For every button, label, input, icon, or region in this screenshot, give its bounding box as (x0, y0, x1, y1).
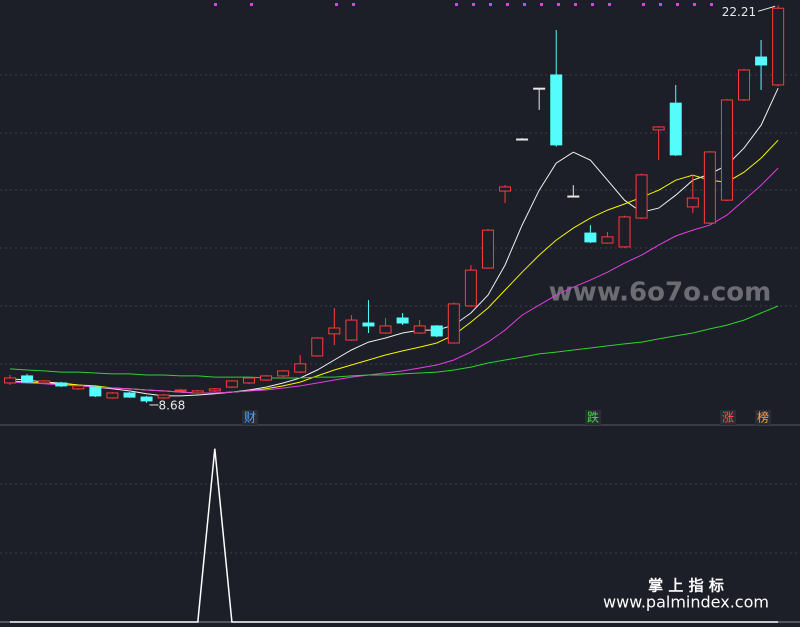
candle-body (652, 126, 665, 131)
high-label: 22.21 (722, 5, 756, 19)
candle-body (89, 386, 102, 397)
signal-label: 财 (244, 411, 256, 425)
moving-average-line (9, 87, 779, 397)
candle-body (311, 337, 324, 357)
candle-body (157, 394, 170, 399)
watermark-brand: 掌 上 指 标 (648, 577, 724, 595)
candle-body (499, 186, 512, 192)
candle-body (396, 317, 409, 324)
candle-body (294, 363, 307, 373)
candle-body (447, 303, 460, 344)
candle-body (413, 325, 426, 334)
candle-body (379, 325, 392, 334)
candle-body (345, 319, 358, 341)
candle-body (191, 390, 204, 394)
signal-label: 跌 (587, 410, 599, 425)
candle-body (362, 322, 375, 327)
signal-box (755, 410, 771, 425)
candle-body (635, 174, 648, 219)
candle-body (601, 236, 614, 244)
candle-body (550, 74, 563, 146)
candle-body (567, 195, 580, 198)
signal-label: 榜 (757, 410, 769, 425)
candle-body (225, 380, 238, 388)
candle-body (584, 232, 597, 243)
signal-label: 涨 (722, 410, 734, 425)
moving-average-line (9, 167, 779, 394)
candle-body (772, 7, 785, 86)
candle-body (208, 388, 221, 392)
candle-body (72, 385, 85, 390)
candle-body (328, 327, 341, 335)
candle-body (755, 56, 768, 66)
candle-body (242, 377, 255, 384)
candle-body (260, 375, 273, 381)
candle-body (481, 229, 494, 269)
candle-body (533, 87, 546, 90)
high-arrow (758, 5, 776, 12)
candle-body (703, 151, 716, 224)
watermark-site: www.palmindex.com (603, 593, 769, 612)
signal-box (585, 410, 601, 425)
candle-body (430, 325, 443, 337)
candle-body (669, 102, 682, 156)
candle-body (140, 396, 153, 402)
candle-body (277, 370, 290, 377)
top-dots (214, 3, 713, 6)
candle-body (21, 375, 34, 383)
indicator-line (10, 448, 779, 623)
candle-body (720, 99, 733, 201)
candle-body (618, 216, 631, 248)
watermark: www.6o7o.com (549, 278, 771, 308)
candle-body (516, 138, 529, 141)
candle-body (686, 197, 699, 208)
signal-box (242, 410, 258, 425)
candle-body (123, 392, 136, 398)
candle-body (464, 269, 477, 307)
panel-grid (0, 74, 800, 554)
moving-average-line (9, 305, 779, 379)
candle-body (4, 377, 16, 384)
candle-body (106, 392, 119, 399)
candle-body (55, 382, 68, 387)
candle-body (738, 69, 751, 101)
low-label: 8.68 (159, 398, 186, 412)
candle-body (174, 389, 187, 392)
signal-box (720, 410, 736, 425)
candle-body (38, 380, 51, 384)
